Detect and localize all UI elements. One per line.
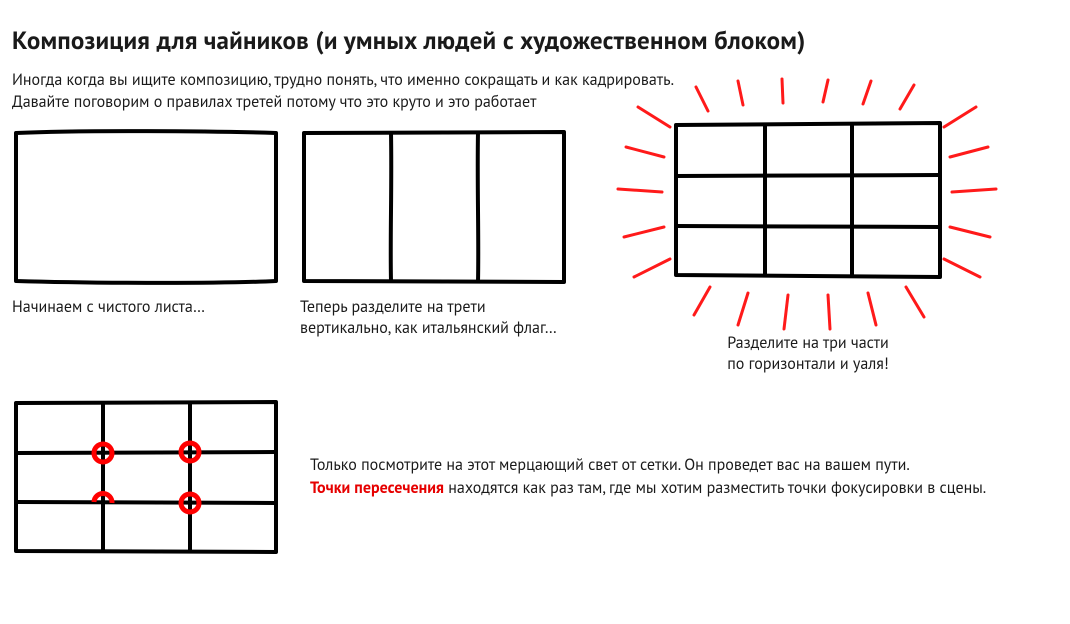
v-line-1: [391, 133, 392, 281]
rect-outline: [676, 123, 940, 277]
panel2-caption-l2: вертикально, как итальянский флаг…: [300, 318, 557, 338]
panel3-caption-l1: Разделите на три части: [727, 333, 888, 353]
grid-rays-svg: [588, 77, 1028, 337]
grid-group: [676, 123, 940, 277]
rect-outline: [304, 132, 564, 282]
explain-text: Только посмотрите на этот мерцающий свет…: [310, 454, 986, 500]
panel3-caption: Разделите на три части по горизонтали и …: [727, 333, 889, 375]
explain-line2: Точки пересечения находятся как раз там,…: [310, 477, 986, 500]
panel-intersections: [12, 397, 280, 557]
h1: [16, 452, 276, 453]
blank-rect-svg: [12, 127, 280, 287]
page-title: Композиция для чайников (и умных людей с…: [12, 24, 1058, 56]
h2: [16, 502, 276, 503]
panel-blank: Начинаем с чистого листа…: [12, 127, 280, 318]
explain-line1: Только посмотрите на этот мерцающий свет…: [310, 454, 986, 477]
panel-vertical-thirds: Теперь разделите на трети вертикально, к…: [300, 127, 568, 339]
vthirds-svg: [300, 127, 568, 287]
panel1-caption: Начинаем с чистого листа…: [12, 297, 205, 318]
explain-hot: Точки пересечения: [310, 478, 444, 498]
page: Композиция для чайников (и умных людей с…: [0, 0, 1070, 624]
rect-outline: [16, 131, 276, 283]
intersections-svg: [12, 397, 280, 557]
h2: [676, 226, 940, 227]
panel2-caption: Теперь разделите на трети вертикально, к…: [300, 297, 557, 339]
rect-outline: [16, 402, 276, 552]
row-panels: Начинаем с чистого листа… Теперь раздели…: [12, 127, 1058, 375]
v-line-2: [478, 132, 479, 282]
panel2-caption-l1: Теперь разделите на трети: [300, 297, 486, 317]
h1: [676, 175, 940, 176]
panel-full-grid-rays: Разделите на три части по горизонтали и …: [588, 127, 1028, 375]
panel3-caption-l2: по горизонтали и уаля!: [727, 354, 889, 374]
explain-rest: находятся как раз там, где мы хотим разм…: [444, 478, 986, 498]
row-bottom: Только посмотрите на этот мерцающий свет…: [12, 397, 1058, 557]
